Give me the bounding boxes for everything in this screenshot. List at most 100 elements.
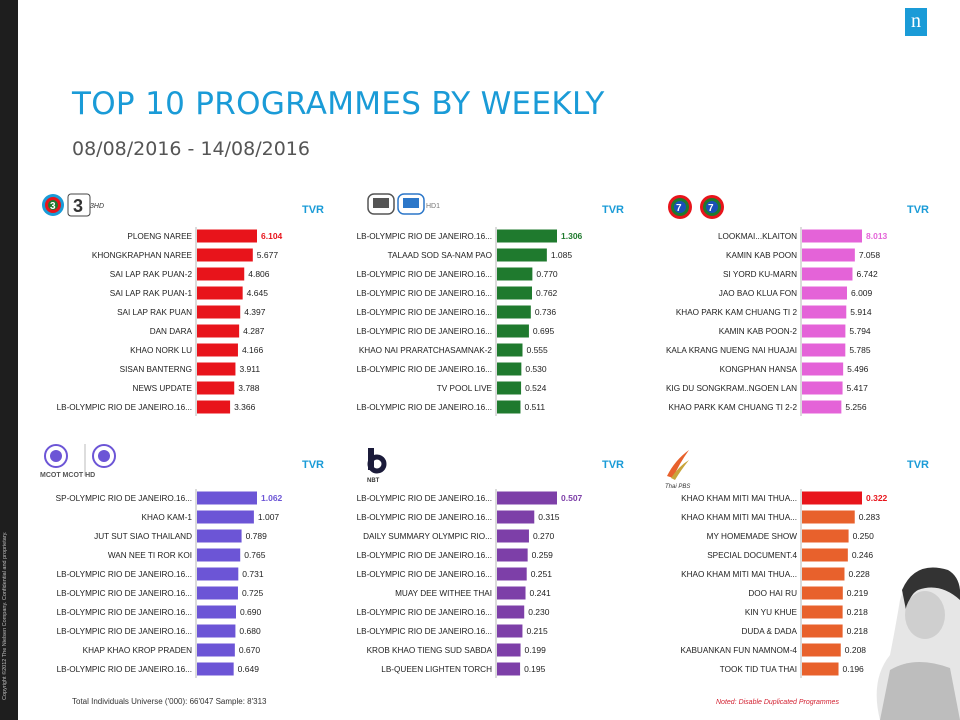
category-label: DOO HAI RU [748, 589, 797, 598]
value-label: 0.218 [847, 626, 869, 636]
category-label: KHAO NAI PRARATCHASAMNAK-2 [359, 346, 493, 355]
value-label: 0.511 [524, 402, 545, 412]
value-label: 4.287 [243, 326, 265, 336]
category-label: KHONGKRAPHAN NAREE [92, 251, 193, 260]
value-label: 0.507 [561, 493, 583, 503]
chart-panel-nbt: NBT TVR LB-OLYMPIC RIO DE JANEIRO.16... 0… [340, 442, 630, 678]
value-label: 1.007 [258, 512, 280, 522]
bar [197, 229, 257, 243]
bar [802, 510, 855, 524]
value-label: 0.218 [847, 607, 869, 617]
bar-chart-ch5: LB-OLYMPIC RIO DE JANEIRO.16... 1.306 TALA… [357, 227, 583, 416]
value-label: 0.690 [240, 607, 262, 617]
value-label: 0.315 [538, 512, 560, 522]
category-label: LB-OLYMPIC RIO DE JANEIRO.16... [57, 570, 192, 579]
value-label: 0.219 [847, 588, 869, 598]
bar [197, 662, 234, 676]
value-label: 0.246 [852, 550, 874, 560]
category-label: DAN DARA [150, 327, 193, 336]
category-label: LB-OLYMPIC RIO DE JANEIRO.16... [57, 608, 192, 617]
value-label: 4.806 [248, 269, 270, 279]
bar [802, 624, 843, 638]
value-label: 0.680 [239, 626, 261, 636]
date-range: 08/08/2016 - 14/08/2016 [72, 138, 310, 160]
category-label: DAILY SUMMARY OLYMPIC RIO... [363, 532, 492, 541]
copyright-text: Copyright ©2012 The Nielsen Company. Con… [2, 531, 8, 700]
value-label: 0.283 [859, 512, 881, 522]
value-label: 7.058 [859, 250, 881, 260]
bar [802, 381, 843, 395]
bar [497, 510, 535, 524]
bar [497, 362, 522, 376]
tvr-label: TVR [302, 459, 324, 471]
category-label: PLOENG NAREE [127, 232, 192, 241]
category-label: DUDA & DADA [741, 627, 797, 636]
category-label: SI YORD KU-MARN [723, 270, 797, 279]
bar [197, 267, 245, 281]
value-label: 0.736 [535, 307, 557, 317]
bar [197, 510, 254, 524]
bar-chart-thaipbs: KHAO KHAM MITI MAI THUA... 0.322 KHAO KHAM… [681, 489, 888, 678]
category-label: TALAAD SOD SA-NAM PAO [388, 251, 492, 260]
bar [802, 248, 855, 262]
bar [197, 643, 235, 657]
universe-footnote: Total Individuals Universe ('000): 66'04… [72, 697, 267, 706]
category-label: KONGPHAN HANSA [720, 365, 798, 374]
value-label: 4.397 [244, 307, 266, 317]
bar [197, 605, 236, 619]
page-title: TOP 10 PROGRAMMES BY WEEKLY [72, 86, 605, 122]
bar [497, 529, 529, 543]
category-label: LB-OLYMPIC RIO DE JANEIRO.16... [57, 627, 192, 636]
value-label: 0.241 [530, 588, 552, 598]
person-illustration [876, 567, 960, 720]
bar [497, 605, 525, 619]
value-label: 0.196 [843, 664, 865, 674]
category-label: LB-OLYMPIC RIO DE JANEIRO.16... [357, 551, 492, 560]
value-label: 0.199 [525, 645, 547, 655]
category-label: KHAO PARK KAM CHUANG TI 2-2 [669, 403, 798, 412]
value-label: 0.208 [845, 645, 867, 655]
chart-panel-mcot: MCOT MCOT HD TVR SP-OLYMPIC RIO DE JANEI… [40, 442, 330, 678]
bar [497, 400, 521, 414]
bar [497, 586, 526, 600]
value-label: 0.251 [531, 569, 553, 579]
bar [802, 305, 847, 319]
chart-panel-ch5: HD1 TVR LB-OLYMPIC RIO DE JANEIRO.16... 1… [340, 192, 630, 422]
tvr-label: TVR [602, 204, 624, 216]
bar [197, 362, 236, 376]
category-label: KIG DU SONGKRAM..NGOEN LAN [666, 384, 797, 393]
nielsen-logo: n [905, 8, 927, 36]
category-label: SP-OLYMPIC RIO DE JANEIRO.16... [56, 494, 192, 503]
bar [497, 305, 531, 319]
value-label: 0.695 [533, 326, 555, 336]
bar [802, 548, 848, 562]
value-label: 5.785 [849, 345, 871, 355]
channel-logo-thaipbs: Thai PBS [665, 450, 690, 490]
value-label: 4.645 [247, 288, 269, 298]
category-label: LB-OLYMPIC RIO DE JANEIRO.16... [57, 403, 192, 412]
value-label: 0.322 [866, 493, 888, 503]
bar [497, 491, 557, 505]
bar-chart-ch7: LOOKMAI...KLAITON 8.013 KAMIN KAB POON 7.05… [666, 227, 888, 416]
category-label: SAI LAP RAK PUAN-2 [110, 270, 193, 279]
value-label: 3.366 [234, 402, 256, 412]
bar [802, 605, 843, 619]
tvr-label: TVR [602, 459, 624, 471]
tvr-label: TVR [907, 204, 929, 216]
bar [802, 229, 862, 243]
value-label: 1.062 [261, 493, 283, 503]
value-label: 0.731 [242, 569, 264, 579]
value-label: 0.195 [524, 664, 546, 674]
bar [497, 229, 557, 243]
tvr-label: TVR [302, 204, 324, 216]
channel-logo-ch7: 7 7 [668, 195, 724, 219]
bar [197, 567, 239, 581]
sidebar-strip: Copyright ©2012 The Nielsen Company. Con… [0, 0, 18, 720]
bar [197, 343, 238, 357]
bar [497, 343, 523, 357]
bar [802, 643, 841, 657]
value-label: 0.230 [528, 607, 550, 617]
noted-text: Noted: Disable Duplicated Programmes [716, 699, 839, 706]
category-label: KHAO KHAM MITI MAI THUA... [681, 494, 797, 503]
category-label: KHAP KHAO KROP PRADEN [83, 646, 192, 655]
